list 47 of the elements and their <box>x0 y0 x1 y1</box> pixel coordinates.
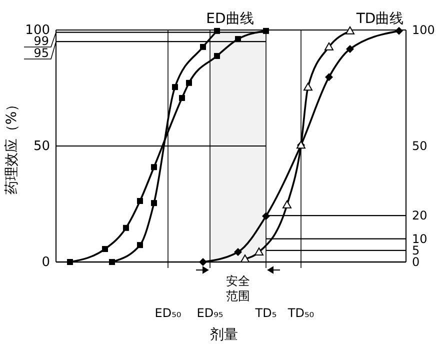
y2-tick-label: 5 <box>412 243 420 258</box>
y2-tick-label: 20 <box>412 208 428 223</box>
point <box>67 259 73 265</box>
point <box>172 84 178 90</box>
point <box>151 164 157 170</box>
y-tick-label: 50 <box>33 139 50 154</box>
point <box>109 259 115 265</box>
point <box>234 248 242 256</box>
point <box>179 94 185 101</box>
band-label: 安全范围 <box>226 274 250 303</box>
ref-line-label: 99 <box>34 34 49 48</box>
point <box>324 42 334 50</box>
point <box>214 28 220 34</box>
point <box>186 80 192 86</box>
point <box>240 254 250 262</box>
point <box>346 45 354 54</box>
y2-tick-label: 50 <box>412 139 428 153</box>
point <box>254 248 264 256</box>
point <box>395 26 403 35</box>
point <box>263 28 269 34</box>
x-tick-label: ED₅₀ <box>154 306 182 320</box>
x-axis-title: 剂量 <box>210 327 238 343</box>
point <box>137 242 143 248</box>
y2-tick-label: 0 <box>412 255 420 269</box>
point <box>346 26 354 34</box>
point <box>137 198 143 204</box>
point <box>304 82 312 91</box>
y-tick-label: 0 <box>42 255 50 270</box>
x-tick-label: TD₅₀ <box>286 306 314 320</box>
x-tick-label: ED₉₅ <box>196 306 224 320</box>
x-tick-label: TD₅ <box>254 306 277 320</box>
point <box>151 200 157 206</box>
legend-label: 95 <box>34 46 49 60</box>
y2-tick-label: 10 <box>412 232 428 246</box>
point <box>214 52 220 59</box>
point <box>262 212 270 220</box>
point <box>282 200 292 208</box>
point <box>200 44 206 50</box>
y-axis-title: 药理效应（%） <box>4 97 20 195</box>
point <box>325 73 333 82</box>
annotation: TD曲线 <box>355 11 404 27</box>
point <box>199 258 207 266</box>
point <box>235 36 241 42</box>
point <box>102 246 108 252</box>
point <box>123 224 129 231</box>
annotation: ED曲线 <box>206 11 254 27</box>
y2-tick-label: 100 <box>412 23 435 37</box>
